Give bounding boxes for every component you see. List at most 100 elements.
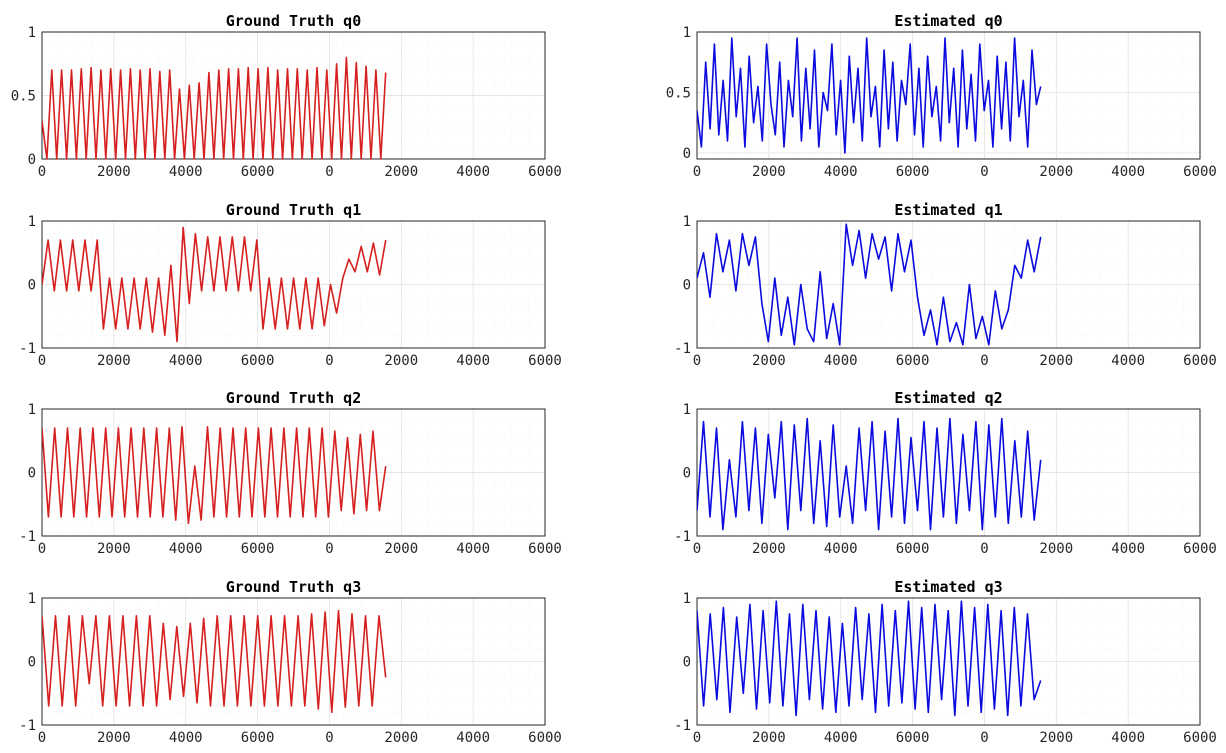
series-line-0 [42,425,387,525]
axes-box [41,597,546,726]
x-tick-label: 4000 [456,353,490,369]
chart-est_q3: 0 2000 4000 6000 0 2000 4000 6000-101Estimated … [674,578,1217,746]
chart-title: Ground Truth q1 [226,201,361,219]
chart-title: Ground Truth q3 [226,578,361,596]
x-tick-label: 0 [693,541,701,557]
y-tick-label: 0 [683,466,691,482]
x-tick-label: 6000 [896,541,930,557]
axes-box [696,408,1201,537]
x-tick-label: 2000 [1039,353,1073,369]
series-line-0 [42,609,387,714]
x-tick-label: 6000 [528,164,562,180]
x-tick-label: 0 [38,353,46,369]
series-line-0 [42,56,387,160]
x-tick-label: 2000 [1039,541,1073,557]
x-tick-label: 4000 [824,541,858,557]
y-tick-label: -1 [674,341,691,357]
x-tick-label: 6000 [1183,730,1217,746]
x-tick-label: 4000 [1111,541,1145,557]
y-tick-label: -1 [19,529,36,545]
x-tick-label: 6000 [896,164,930,180]
axes-box [41,408,546,537]
x-tick-label: 6000 [528,541,562,557]
x-tick-label: 2000 [752,353,786,369]
series-line-0 [697,223,1042,346]
y-tick-label: 0 [683,146,691,162]
y-tick-label: 0 [28,655,36,671]
x-tick-label: 0 [38,164,46,180]
x-tick-label: 6000 [896,730,930,746]
axes-box [41,31,546,160]
y-tick-label: 0 [683,655,691,671]
y-tick-label: 1 [28,591,36,607]
x-tick-label: 0 [693,164,701,180]
y-tick-label: 1 [683,214,691,230]
x-tick-label: 4000 [824,353,858,369]
x-tick-label: 2000 [384,541,418,557]
x-tick-label: 6000 [1183,164,1217,180]
x-tick-label: 2000 [752,730,786,746]
x-tick-label: 4000 [1111,730,1145,746]
y-tick-label: 1 [683,402,691,418]
y-tick-label: 0 [28,278,36,294]
x-tick-label: 0 [38,541,46,557]
y-tick-label: 0 [683,278,691,294]
x-tick-label: 4000 [456,541,490,557]
x-tick-label: 2000 [384,730,418,746]
x-tick-label: 2000 [97,730,131,746]
x-tick-label: 6000 [528,730,562,746]
chart-title: Estimated q0 [894,12,1002,30]
chart-title: Estimated q3 [894,578,1002,596]
x-tick-label: 4000 [456,164,490,180]
y-tick-label: 0.5 [11,89,36,105]
x-tick-label: 6000 [241,353,275,369]
x-tick-label: 4000 [1111,353,1145,369]
x-tick-label: 0 [980,730,988,746]
x-tick-label: 6000 [896,353,930,369]
x-tick-label: 0 [693,353,701,369]
x-tick-label: 0 [325,541,333,557]
axes-box [696,31,1201,160]
x-tick-label: 2000 [97,353,131,369]
x-tick-label: 6000 [528,353,562,369]
chart-est_q1: 0 2000 4000 6000 0 2000 4000 6000-101Estimated … [674,201,1217,369]
x-tick-label: 2000 [752,541,786,557]
x-tick-label: 4000 [824,730,858,746]
x-tick-label: 0 [980,541,988,557]
y-tick-label: 1 [683,25,691,41]
x-tick-label: 0 [980,164,988,180]
x-tick-label: 4000 [456,730,490,746]
x-tick-label: 0 [693,730,701,746]
x-tick-label: 2000 [97,541,131,557]
chart-title: Estimated q2 [894,389,1002,407]
axes-box [696,220,1201,349]
chart-gt_q0: 0 2000 4000 6000 0 2000 4000 6000 0 0.5 1 Ground Tr… [11,12,562,180]
chart-title: Estimated q1 [894,201,1002,219]
y-tick-label: 0.5 [666,85,691,101]
y-tick-label: -1 [674,529,691,545]
y-tick-label: 1 [683,591,691,607]
x-tick-label: 4000 [824,164,858,180]
x-tick-label: 0 [980,353,988,369]
chart-est_q2: 0 2000 4000 6000 0 2000 4000 6000-101Estimated … [674,389,1217,557]
x-tick-label: 2000 [752,164,786,180]
y-tick-label: -1 [19,718,36,734]
x-tick-label: 2000 [384,353,418,369]
x-tick-label: 6000 [241,164,275,180]
y-tick-label: 0 [28,152,36,168]
chart-title: Ground Truth q0 [226,12,361,30]
x-tick-label: 6000 [1183,353,1217,369]
chart-title: Ground Truth q2 [226,389,361,407]
x-tick-label: 6000 [1183,541,1217,557]
x-tick-label: 6000 [241,730,275,746]
y-tick-label: 0 [28,466,36,482]
y-tick-label: -1 [674,718,691,734]
x-tick-label: 0 [38,730,46,746]
y-tick-label: 1 [28,402,36,418]
series-line-0 [697,600,1042,717]
chart-est_q0: 0 2000 4000 6000 0 2000 4000 6000 0 0.5 1 Estimated… [666,12,1217,180]
y-tick-label: 1 [28,25,36,41]
series-line-0 [697,417,1042,531]
